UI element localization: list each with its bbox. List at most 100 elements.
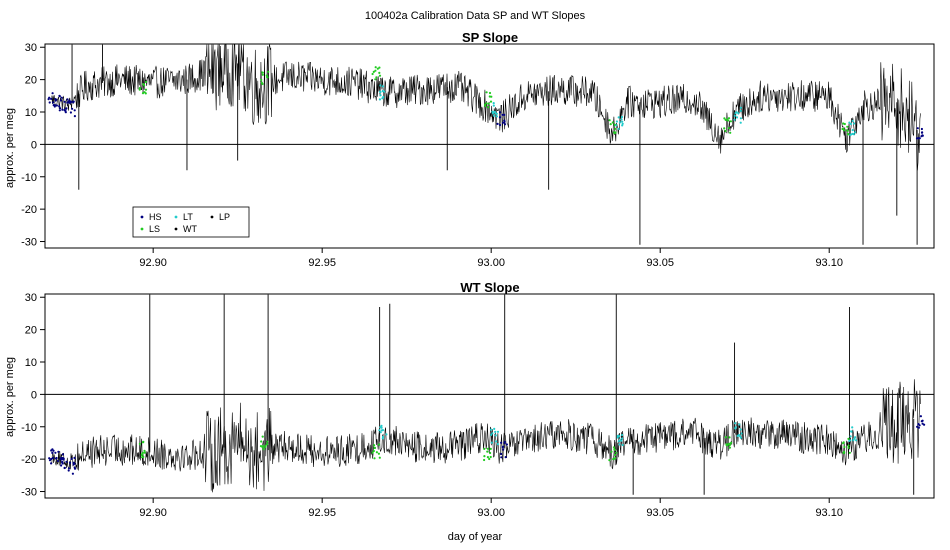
sp-slope-point-hs [68, 99, 71, 102]
wt-slope-point-ls [371, 451, 374, 454]
sp-slope-point-hs [501, 113, 504, 116]
wt-slope-point-ls [483, 447, 486, 450]
sp-slope-point-ls [613, 131, 616, 134]
wt-slope-point-lt [740, 432, 743, 435]
wt-slope-point-lt [379, 426, 382, 429]
sp-slope-point-hs [503, 113, 506, 116]
wt-slope-point-ls [486, 456, 489, 459]
wt-slope-point-ls [486, 450, 489, 453]
sp-slope-point-hs [48, 101, 51, 104]
sp-slope-point-lt [381, 89, 384, 93]
sp-slope-point-hs [52, 104, 55, 107]
wt-slope-point-ls [612, 446, 616, 449]
sp-slope-point-lt [737, 112, 740, 115]
wt-slope-point-ls [372, 449, 375, 453]
sp-slope-panel: SP Slope approx. per meg 92.90 92.95 93.00… [4, 30, 935, 269]
wt-slope-point-ls [613, 448, 616, 451]
wt-slope-point-lt [734, 427, 737, 430]
sp-slope-point-ls [727, 117, 731, 120]
wt-slope-point-ls [377, 443, 381, 446]
sp-slope-point-ls [144, 80, 148, 84]
sp-slope-point-hs [59, 107, 62, 110]
wt-slope-point-hs [60, 464, 63, 467]
wt-slope-point-ls [848, 451, 851, 454]
wt-slope-point-hs [54, 457, 58, 460]
wt-slope-ytick-label: 20 [25, 325, 37, 337]
wt-slope-point-hs [71, 472, 74, 475]
wt-slope-point-hs [56, 459, 60, 463]
wt-slope-point-hs [500, 456, 503, 459]
wt-slope-trace [51, 379, 921, 493]
sp-slope-point-lt [381, 97, 384, 100]
wt-slope-point-ls [486, 447, 489, 450]
wt-slope-point-ls [613, 453, 617, 457]
sp-slope-point-hs [58, 109, 61, 112]
wt-slope-xtick-label: 92.90 [139, 507, 167, 519]
sp-slope-point-hs [52, 101, 55, 104]
wt-slope-point-hs [50, 462, 53, 465]
sp-slope-frame [44, 43, 935, 249]
legend-label-ls: LS [149, 224, 160, 234]
sp-slope-point-lt [851, 119, 854, 122]
wt-slope-point-hs [54, 451, 57, 454]
sp-slope-point-ls [724, 129, 727, 133]
sp-slope-ytick-label: -10 [21, 172, 37, 184]
sp-slope-point-hs [501, 121, 505, 124]
wt-slope-point-lt [496, 443, 499, 446]
sp-slope-point-lt [378, 98, 381, 101]
sp-slope-point-ls [260, 81, 263, 84]
wt-slope-point-lt [621, 437, 624, 440]
sp-slope-xtick-label: 93.10 [815, 257, 843, 269]
sp-slope-axes: 92.90 92.95 93.00 93.05 93.10 -30 -20 -10 0 10 20 3… [21, 42, 843, 269]
sp-slope-point-ls [372, 70, 375, 73]
wt-slope-point-lt [494, 434, 497, 437]
wt-slope-point-hs [48, 457, 51, 460]
sp-slope-point-hs [498, 123, 502, 127]
wt-slope-point-ls [729, 443, 732, 446]
sp-slope-point-hs [58, 105, 61, 108]
wt-slope-plot-area [45, 294, 934, 495]
wt-slope-point-ls [262, 445, 265, 448]
wt-slope-point-hs [505, 443, 508, 446]
sp-slope-xtick-label: 92.90 [139, 257, 167, 269]
figure-suptitle: 100402a Calibration Data SP and WT Slope… [365, 10, 586, 22]
sp-slope-point-hs [69, 111, 72, 114]
wt-slope-point-hs [73, 456, 76, 459]
wt-slope-point-ls [143, 451, 146, 454]
wt-slope-point-lt [378, 429, 381, 432]
legend-label-wt: WT [183, 224, 197, 234]
sp-slope-point-hs [70, 100, 73, 103]
wt-slope-panel: WT Slope approx. per meg 92.90 92.95 93.00… [4, 280, 935, 519]
sp-slope-point-ls [846, 125, 849, 128]
sp-slope-point-ls [614, 127, 617, 130]
sp-slope-point-lt [734, 112, 737, 115]
wt-slope-point-hs [503, 440, 506, 444]
sp-slope-point-ls [261, 73, 264, 76]
sp-slope-point-hs [915, 137, 919, 140]
sp-slope-point-ls [144, 88, 148, 91]
wt-slope-point-ls [143, 449, 146, 452]
sp-slope-point-lt [491, 112, 494, 115]
sp-slope-point-ls [609, 123, 612, 126]
sp-slope-point-lt [617, 127, 620, 130]
sp-slope-point-ls [488, 91, 492, 95]
wt-slope-point-lt [848, 439, 851, 442]
wt-slope-point-ls [483, 455, 486, 458]
wt-slope-point-ls [264, 444, 267, 447]
sp-slope-point-lt [494, 112, 497, 115]
wt-slope-point-ls [847, 444, 850, 447]
wt-slope-point-ls [262, 448, 265, 451]
sp-slope-point-ls [143, 84, 146, 87]
sp-slope-ytick-label: 10 [25, 107, 37, 119]
wt-slope-point-lt [738, 423, 741, 426]
wt-slope-point-hs [50, 457, 53, 461]
sp-slope-point-hs [496, 122, 499, 125]
sp-slope-point-lt [620, 118, 623, 121]
sp-slope-point-hs [64, 111, 67, 114]
wt-slope-xtick-label: 93.05 [646, 507, 674, 519]
wt-slope-ytick-label: -30 [21, 487, 37, 499]
wt-slope-point-hs [60, 458, 63, 461]
wt-slope-point-ls [488, 457, 491, 461]
wt-slope-point-hs [61, 462, 64, 465]
wt-slope-point-ls [261, 435, 264, 438]
